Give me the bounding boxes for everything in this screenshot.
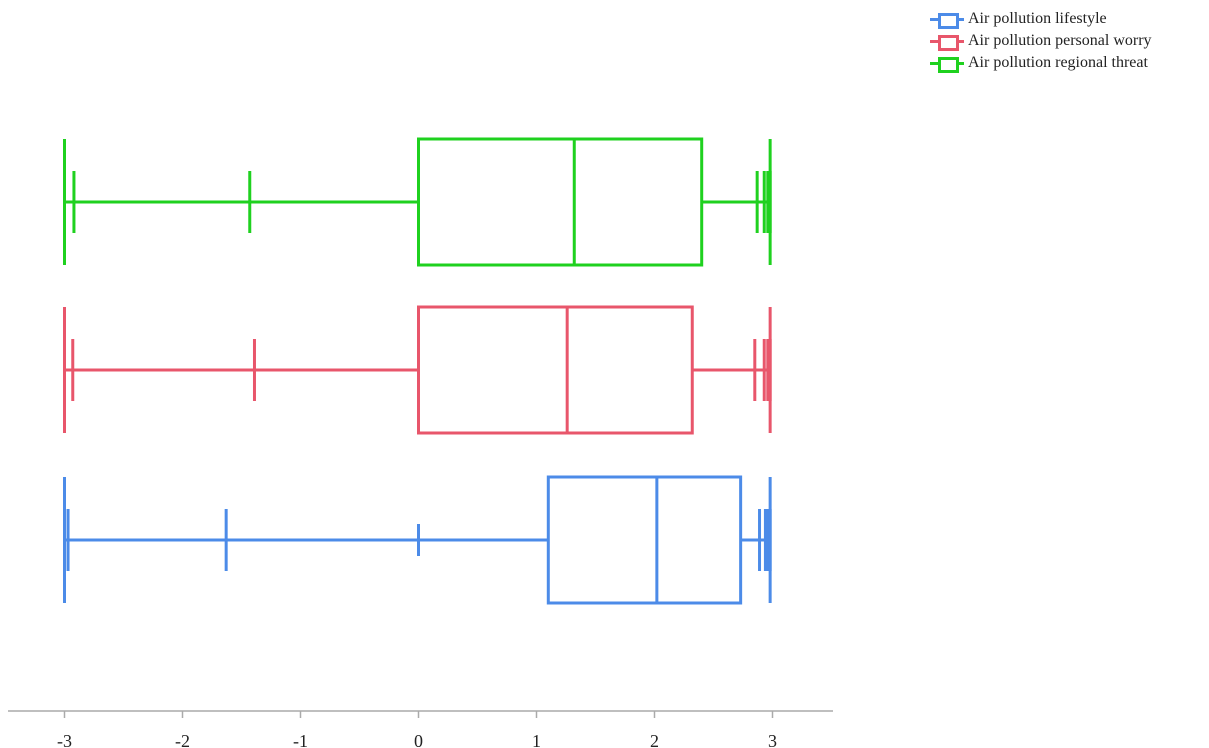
legend-item-personal-worry[interactable]: Air pollution personal worry	[930, 30, 1152, 52]
iqr-box	[417, 137, 704, 267]
legend-item-regional-threat[interactable]: Air pollution regional threat	[930, 52, 1152, 74]
legend-label: Air pollution regional threat	[968, 54, 1148, 71]
iqr-box	[546, 475, 743, 605]
x-tick-label: 1	[532, 731, 541, 748]
x-tick-label: -2	[175, 731, 190, 748]
legend-label: Air pollution personal worry	[968, 32, 1152, 49]
legend-label: Air pollution lifestyle	[968, 10, 1107, 27]
legend-swatch-icon	[930, 32, 964, 51]
legend-swatch-icon	[930, 54, 964, 73]
legend-swatch-icon	[930, 10, 964, 29]
x-tick-label: 3	[768, 731, 777, 748]
x-tick-label: 2	[650, 731, 659, 748]
iqr-box	[417, 305, 694, 435]
legend-item-lifestyle[interactable]: Air pollution lifestyle	[930, 8, 1152, 30]
x-tick-label: -1	[293, 731, 308, 748]
x-tick-label: 0	[414, 731, 423, 748]
legend: Air pollution lifestyle Air pollution pe…	[930, 8, 1152, 74]
x-tick-label: -3	[57, 731, 72, 748]
